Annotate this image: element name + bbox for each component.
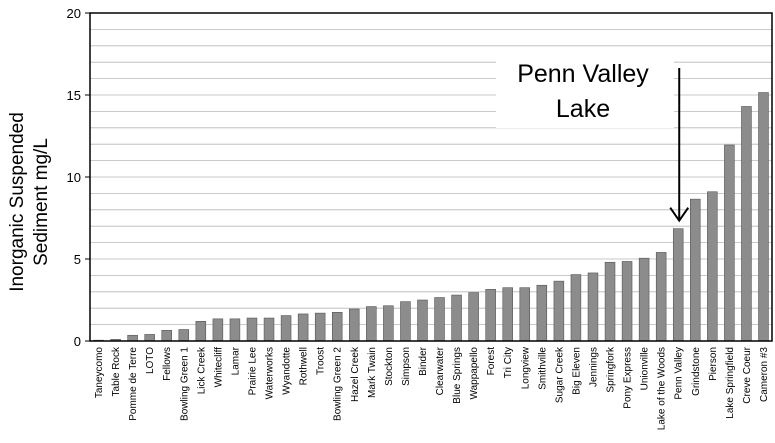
x-tick-label: Pierson (708, 347, 719, 381)
x-tick-label: Creve Coeur (742, 346, 753, 403)
x-tick-label: Taneycomo (94, 347, 105, 399)
x-tick-label: Grindstone (691, 347, 702, 396)
bar (144, 334, 155, 342)
x-tick-label: Simpson (401, 347, 412, 386)
x-tick-labels: Taneycomo Table Rock Pomme de Terre LOTO Fel… (94, 346, 770, 430)
bar (707, 191, 718, 342)
bar (400, 301, 411, 342)
x-tick-label: Sugar Creek (554, 346, 565, 403)
y-tick-label: 20 (67, 6, 81, 21)
x-tick-label: Lake Springfield (725, 347, 736, 419)
annotation-line-1: Penn Valley (517, 60, 649, 88)
x-tick-label: Pomme de Terre (128, 347, 139, 421)
x-tick-label: Penn Valley (674, 347, 685, 400)
bar (468, 292, 479, 342)
x-tick-label: Wappapello (469, 347, 480, 400)
bar (485, 289, 496, 342)
bar (570, 274, 582, 342)
x-tick-label: Blue Springs (452, 347, 463, 404)
bar (604, 261, 616, 342)
bar (263, 317, 275, 342)
y-tick-label: 5 (74, 252, 81, 267)
plot-frame (89, 12, 773, 342)
x-tick-label: Springfork (606, 346, 617, 393)
x-tick-label: Whitecliff (213, 347, 224, 388)
x-tick-label: Clearwater (435, 346, 446, 395)
y-axis-label-line-2: Sediment mg/L (31, 138, 52, 266)
bar (758, 92, 769, 342)
bar (349, 308, 360, 342)
bar (127, 334, 138, 342)
bar (672, 228, 684, 342)
y-tick-label: 15 (67, 88, 81, 103)
bar (331, 311, 343, 342)
bar (212, 318, 224, 342)
x-tick-label: Mark Twain (367, 347, 378, 398)
y-tick-label: 0 (74, 334, 81, 349)
bar (383, 305, 394, 342)
x-tick-label: Troost (316, 347, 327, 375)
bar (451, 294, 462, 342)
bar (502, 287, 513, 342)
x-tick-label: Prairie Lee (247, 347, 258, 396)
bar (690, 198, 701, 342)
x-tick-label: Unionville (640, 347, 651, 391)
bar (587, 272, 599, 342)
bar (638, 257, 650, 342)
x-tick-label: Lick Creek (196, 346, 207, 394)
annotation-line-2: Lake (556, 95, 610, 123)
bar (741, 106, 752, 342)
x-tick-label: Big Eleven (571, 347, 582, 395)
bar (724, 144, 735, 342)
bar (621, 261, 633, 342)
bar (280, 315, 292, 342)
y-axis-label-line-1: Inorganic Suspended (7, 112, 28, 292)
x-tick-label: Hazel Creek (350, 346, 361, 402)
bar (178, 329, 190, 342)
bar (519, 287, 531, 342)
y-tick-labels: 0 5 10 15 20 (67, 6, 90, 349)
bar (655, 252, 667, 342)
x-tick-label: Table Rock (111, 346, 122, 396)
bar (246, 317, 258, 342)
annotation-arrow-head (669, 207, 690, 223)
x-tick-label: Jennings (588, 347, 599, 387)
y-tick-label: 10 (67, 170, 81, 185)
x-tick-label: Lamar (230, 346, 241, 375)
bars (93, 92, 769, 342)
x-tick-label: Stockton (384, 347, 395, 386)
x-tick-label: LOTO (145, 347, 156, 374)
bar (161, 330, 172, 342)
x-tick-label: Lake of the Woods (657, 347, 668, 430)
x-tick-label: Bowling Green 2 (333, 347, 344, 421)
bar (314, 312, 326, 342)
x-tick-label: Pony Express (623, 347, 634, 409)
bar (536, 284, 548, 342)
annotation-background (496, 52, 674, 128)
bar (553, 280, 565, 342)
bar (195, 321, 207, 342)
x-tick-label: Cameron #3 (759, 347, 770, 402)
x-tick-label: Fellows (162, 347, 173, 381)
bar (229, 318, 241, 342)
bar (417, 299, 428, 342)
annotation: Penn Valley Lake (496, 52, 690, 223)
x-tick-label: Waterworks (265, 347, 276, 399)
x-tick-label: Bowling Green 1 (179, 347, 190, 421)
x-tick-label: Tri City (503, 347, 514, 378)
bar (366, 306, 377, 342)
x-tick-label: Binder (418, 346, 429, 376)
bar (297, 313, 309, 342)
x-tick-label: Rothwell (299, 347, 310, 385)
x-tick-label: Wyandotte (282, 347, 293, 395)
x-tick-label: Forest (486, 347, 497, 376)
x-tick-label: Smithville (537, 347, 548, 390)
bar (434, 297, 445, 342)
x-tick-label: Longview (520, 346, 531, 389)
